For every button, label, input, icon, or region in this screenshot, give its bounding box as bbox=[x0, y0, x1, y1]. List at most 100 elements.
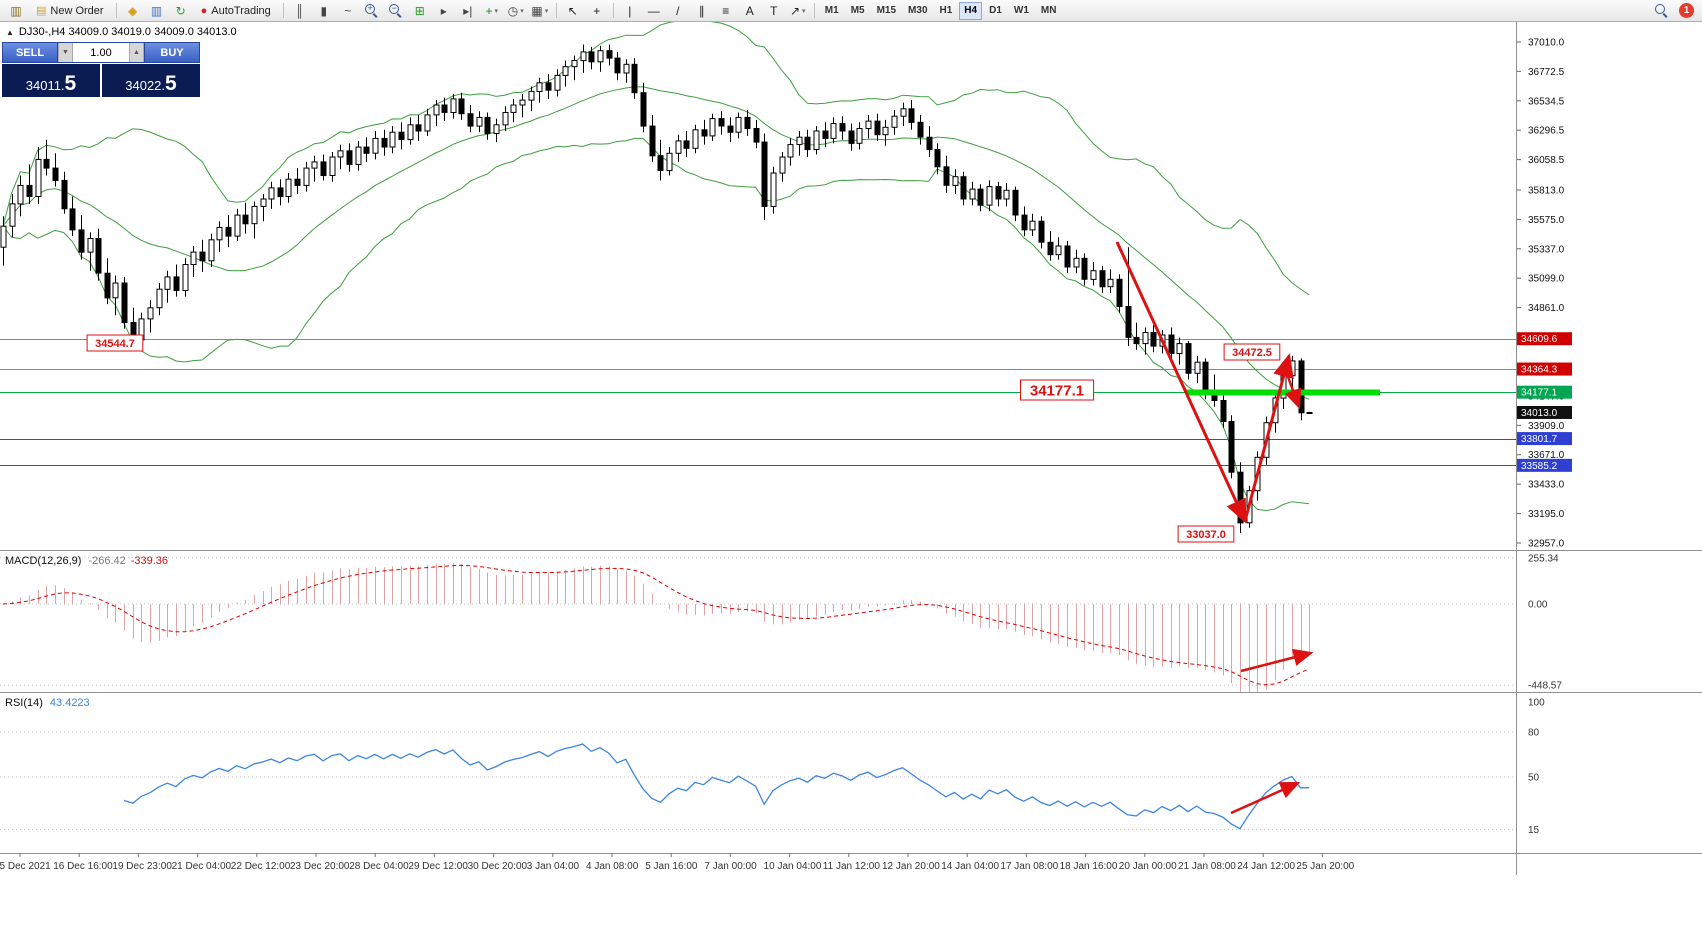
candle-body bbox=[458, 98, 465, 115]
timeframe-mn[interactable]: MN bbox=[1040, 5, 1057, 16]
text-icon[interactable]: A bbox=[739, 1, 761, 21]
template-icon[interactable]: ▦ ▾ bbox=[529, 1, 551, 21]
chart-candles-icon[interactable]: ▥ bbox=[5, 1, 27, 21]
candle-body bbox=[1038, 220, 1045, 243]
time-label: 17 Jan 08:00 bbox=[1000, 861, 1058, 872]
toolbar-separator bbox=[115, 3, 117, 18]
autotrading-button[interactable]: ● AutoTrading bbox=[194, 1, 278, 21]
period-icon[interactable]: ◷ ▾ bbox=[505, 1, 527, 21]
price-callout-box[interactable] bbox=[86, 334, 144, 352]
vertical-line-icon: | bbox=[628, 3, 632, 18]
text-label-icon[interactable]: T bbox=[763, 1, 785, 21]
bollinger-bands bbox=[2, 22, 1310, 512]
timeframe-h1[interactable]: H1 bbox=[939, 5, 953, 16]
timeframe-m5[interactable]: M5 bbox=[850, 5, 865, 16]
price-callout-box[interactable] bbox=[1177, 525, 1235, 543]
horizontal-line-icon[interactable]: — bbox=[643, 1, 665, 21]
volume-increase-button[interactable]: ▲ bbox=[129, 43, 144, 62]
chart-canvas[interactable]: 37010.0 36772.5 36534.5 36296.5 36058.5 35813… bbox=[0, 22, 1702, 875]
line-chart-type-icon[interactable]: ~ bbox=[337, 1, 359, 21]
candle-body bbox=[1185, 343, 1192, 374]
candle-body bbox=[1003, 189, 1010, 200]
volume-decrease-button[interactable]: ▼ bbox=[58, 43, 73, 62]
rsi-axis-label: 15 bbox=[1528, 825, 1540, 836]
channel-icon[interactable]: ∥ bbox=[691, 1, 713, 21]
candle-body bbox=[450, 98, 457, 114]
price-callout-text: 34177.1 bbox=[1030, 382, 1084, 399]
candle-chart-type-icon: ▮ bbox=[320, 3, 328, 18]
candle-body bbox=[554, 74, 561, 91]
volume-control: ▼ 1.00 ▲ bbox=[58, 42, 144, 63]
macd-axis-label: 0.00 bbox=[1528, 600, 1548, 611]
search-icon[interactable] bbox=[1650, 1, 1672, 21]
price-axis[interactable]: 37010.0 36772.5 36534.5 36296.5 36058.5 35813… bbox=[1516, 38, 1572, 837]
time-label: 5 Jan 16:00 bbox=[645, 861, 698, 872]
trend-arrow[interactable] bbox=[1115, 241, 1247, 524]
tile-windows-icon[interactable]: ⊞ bbox=[409, 1, 431, 21]
sell-button[interactable]: SELL bbox=[2, 42, 58, 63]
candle-body bbox=[260, 198, 267, 207]
candle-body bbox=[882, 126, 889, 136]
crosshair-icon[interactable]: + bbox=[586, 1, 608, 21]
rsi-label: RSI(14) 43.4223 bbox=[5, 697, 90, 709]
price-callout-box[interactable] bbox=[1020, 379, 1095, 401]
candle-body bbox=[104, 272, 111, 299]
timeframe-m15[interactable]: M15 bbox=[876, 5, 897, 16]
candle-body bbox=[1055, 245, 1062, 256]
chevron-down-icon: ▾ bbox=[802, 7, 806, 15]
candle-body bbox=[822, 130, 829, 139]
volume-input[interactable]: 1.00 bbox=[73, 43, 129, 62]
timeframe-w1[interactable]: W1 bbox=[1013, 5, 1029, 16]
tile-windows-icon: ⊞ bbox=[414, 3, 425, 18]
candle-body bbox=[147, 307, 154, 320]
arrows-icon[interactable]: ↗ ▾ bbox=[787, 1, 809, 21]
candle-body bbox=[502, 112, 509, 126]
trend-arrow[interactable] bbox=[1281, 362, 1302, 410]
candle-body bbox=[1202, 361, 1209, 394]
price-callout-box[interactable] bbox=[1223, 343, 1281, 361]
refresh-icon[interactable]: ↻ bbox=[170, 1, 192, 21]
macd-axis-label: 255.34 bbox=[1528, 553, 1559, 564]
time-label: 14 Jan 04:00 bbox=[941, 861, 999, 872]
vertical-line-icon[interactable]: | bbox=[619, 1, 641, 21]
trend-arrow[interactable] bbox=[1240, 648, 1314, 673]
cursor-icon[interactable]: ↖ bbox=[562, 1, 584, 21]
price-callout-text: 34544.7 bbox=[95, 338, 135, 350]
candle-chart-type-icon[interactable]: ▮ bbox=[313, 1, 335, 21]
timeframe-d1[interactable]: D1 bbox=[989, 5, 1002, 16]
sell-price[interactable]: 34011. 5 bbox=[2, 64, 100, 97]
trend-arrow[interactable] bbox=[1243, 353, 1294, 522]
candle-body bbox=[164, 276, 171, 290]
candle-body bbox=[977, 188, 984, 206]
fibonacci-icon[interactable]: ≡ bbox=[715, 1, 737, 21]
buy-price[interactable]: 34022. 5 bbox=[102, 64, 200, 97]
bollinger-middle-band bbox=[2, 86, 1310, 400]
time-label: 19 Dec 23:00 bbox=[112, 861, 172, 872]
timeframe-h4[interactable]: H4 bbox=[959, 1, 983, 20]
candle-body bbox=[294, 178, 301, 186]
candle-body bbox=[320, 161, 327, 176]
zoom-out-icon[interactable]: − bbox=[385, 1, 407, 21]
buy-button[interactable]: BUY bbox=[144, 42, 200, 63]
new-order-button[interactable]: ▤ New Order bbox=[29, 1, 111, 21]
timeframe-m1[interactable]: M1 bbox=[824, 5, 839, 16]
auto-scroll-icon: ▸ bbox=[440, 3, 447, 18]
bar-chart-type-icon[interactable]: ║ bbox=[289, 1, 311, 21]
trendline-icon[interactable]: / bbox=[667, 1, 689, 21]
price-axis-label: 32957.0 bbox=[1528, 539, 1565, 550]
timeframe-m30[interactable]: M30 bbox=[908, 5, 928, 16]
new-chart-icon[interactable]: + ▾ bbox=[481, 1, 503, 21]
trend-arrow[interactable] bbox=[1230, 781, 1301, 815]
one-click-collapse-icon[interactable]: ▲ bbox=[6, 28, 14, 37]
notification-badge[interactable]: 1 bbox=[1679, 3, 1694, 18]
candle-body bbox=[0, 225, 7, 248]
zoom-in-icon[interactable]: + bbox=[361, 1, 383, 21]
market-watch-icon[interactable]: ▥ bbox=[146, 1, 168, 21]
candle-body bbox=[1220, 400, 1227, 422]
auto-scroll-icon[interactable]: ▸ bbox=[433, 1, 455, 21]
chart-shift-icon[interactable]: ▸| bbox=[457, 1, 479, 21]
chart-ohlc-info: ▲ DJ30-,H4 34009.0 34019.0 34009.0 34013.… bbox=[6, 26, 237, 38]
coins-icon[interactable]: ◆ bbox=[122, 1, 144, 21]
